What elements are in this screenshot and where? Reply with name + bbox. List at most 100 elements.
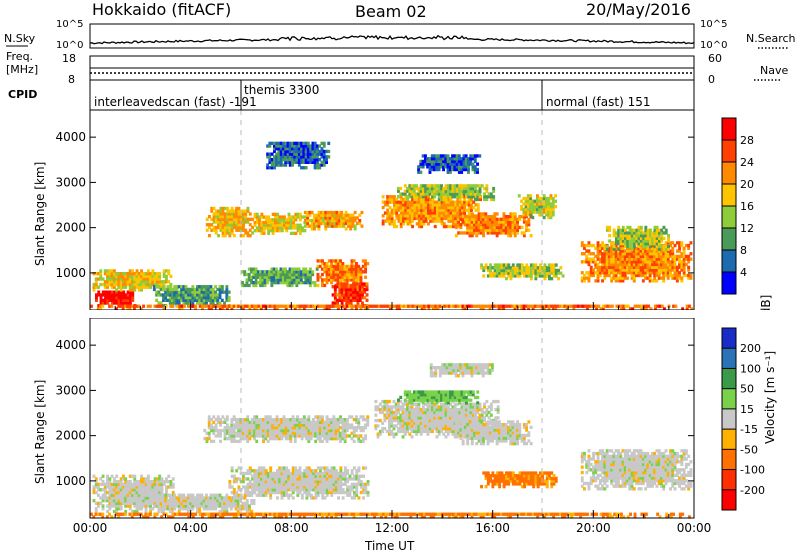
range-gate-cell	[447, 219, 451, 223]
range-gate-cell	[280, 428, 284, 433]
range-gate-cell	[264, 418, 268, 422]
range-gate-cell	[520, 199, 523, 203]
range-gate-cell	[402, 197, 405, 202]
range-gate-cell	[365, 293, 369, 297]
range-gate-cell	[126, 490, 130, 495]
range-gate-cell	[361, 290, 364, 294]
range-gate-cell	[235, 206, 239, 211]
range-gate-cell	[689, 252, 693, 256]
range-gate-cell	[313, 163, 317, 167]
range-gate-cell	[343, 272, 347, 277]
range-gate-cell	[630, 268, 634, 272]
range-gate-cell	[318, 275, 322, 279]
range-gate-cell	[317, 219, 321, 223]
range-gate-cell	[323, 431, 327, 435]
range-gate-cell	[149, 480, 152, 484]
range-gate-cell	[99, 501, 103, 505]
range-gate-cell	[513, 217, 517, 221]
range-gate-cell	[155, 501, 159, 505]
range-gate-cell	[603, 260, 607, 264]
range-gate-cell	[498, 263, 502, 267]
range-gate-cell	[205, 496, 208, 500]
range-gate-cell	[617, 242, 621, 246]
range-gate-cell	[205, 501, 208, 505]
range-gate-cell	[352, 264, 356, 269]
range-gate-cell	[284, 141, 288, 145]
range-gate-cell	[282, 418, 286, 422]
range-gate-cell	[445, 304, 449, 308]
range-gate-cell	[313, 216, 316, 220]
range-gate-cell	[226, 220, 230, 224]
range-gate-cell	[434, 304, 438, 308]
range-gate-cell	[130, 304, 134, 308]
range-gate-cell	[554, 199, 557, 203]
range-gate-cell	[159, 496, 163, 500]
range-gate-cell	[340, 296, 344, 300]
range-gate-cell	[184, 499, 188, 503]
range-gate-cell	[468, 231, 472, 235]
range-gate-cell	[426, 159, 430, 164]
range-gate-cell	[186, 296, 190, 300]
range-gate-cell	[655, 244, 659, 249]
range-gate-cell	[124, 490, 128, 495]
range-gate-cell	[534, 274, 538, 278]
range-gate-cell	[420, 304, 424, 308]
range-gate-cell	[644, 276, 648, 280]
range-gate-cell	[126, 496, 130, 500]
range-gate-cell	[292, 226, 295, 230]
range-gate-cell	[198, 301, 202, 305]
range-gate-cell	[128, 480, 132, 484]
range-gate-cell	[655, 231, 659, 235]
range-gate-cell	[245, 281, 249, 285]
range-gate-cell	[101, 290, 105, 294]
range-gate-cell	[285, 226, 289, 230]
range-gate-cell	[460, 186, 464, 191]
range-gate-cell	[428, 189, 432, 193]
range-gate-cell	[364, 267, 367, 271]
range-gate-cell	[403, 197, 407, 202]
range-gate-cell	[155, 304, 159, 308]
range-gate-cell	[186, 496, 190, 500]
range-gate-cell	[322, 152, 326, 156]
range-gate-cell	[277, 272, 281, 277]
range-gate-cell	[671, 257, 675, 261]
range-gate-cell	[360, 210, 364, 215]
range-gate-cell	[341, 278, 345, 282]
range-gate-cell	[666, 241, 670, 245]
range-gate-cell	[493, 225, 497, 230]
range-gate-cell	[247, 278, 251, 282]
range-gate-cell	[177, 298, 181, 302]
range-gate-cell	[340, 298, 344, 302]
range-gate-cell	[157, 504, 161, 508]
range-gate-cell	[250, 281, 253, 285]
range-gate-cell	[117, 499, 121, 503]
range-gate-cell	[642, 244, 646, 249]
range-gate-cell	[293, 152, 297, 156]
range-gate-cell	[225, 415, 229, 419]
range-gate-cell	[242, 212, 245, 216]
range-gate-cell	[226, 209, 230, 213]
range-gate-cell	[119, 301, 123, 305]
range-gate-cell	[133, 485, 137, 489]
range-gate-cell	[291, 147, 294, 151]
range-gate-cell	[318, 264, 322, 269]
range-gate-cell	[451, 203, 455, 207]
range-gate-cell	[122, 293, 126, 297]
range-gate-cell	[220, 287, 224, 292]
range-gate-cell	[330, 423, 333, 427]
range-gate-cell	[477, 215, 481, 219]
range-gate-cell	[644, 304, 648, 308]
range-gate-cell	[458, 208, 462, 212]
range-gate-cell	[619, 246, 623, 250]
range-gate-cell	[565, 304, 569, 308]
range-gate-cell	[664, 257, 668, 261]
range-gate-cell	[255, 434, 259, 438]
range-gate-cell	[658, 236, 661, 240]
range-gate-cell	[518, 217, 522, 221]
range-gate-cell	[327, 275, 331, 279]
range-gate-cell	[437, 167, 441, 172]
range-gate-cell	[208, 234, 211, 238]
range-gate-cell	[285, 223, 289, 227]
range-gate-cell	[275, 434, 279, 438]
range-gate-cell	[580, 252, 584, 256]
